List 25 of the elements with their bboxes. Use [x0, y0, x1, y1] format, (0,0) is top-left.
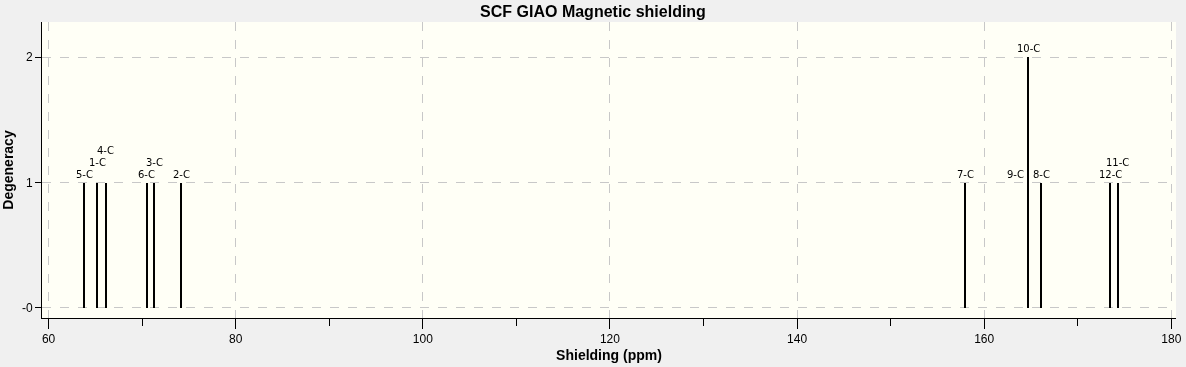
annotation: 10-C — [1017, 43, 1041, 54]
annotation: 5-C — [76, 169, 93, 180]
x-tick-label: 60 — [41, 332, 56, 347]
annotation: 12-C — [1099, 169, 1123, 180]
annotation: 2-C — [173, 169, 190, 180]
annotation: 11-C — [1106, 157, 1130, 168]
annotation: 8-C — [1033, 169, 1050, 180]
y-tick-label: 1 — [25, 175, 33, 190]
chart-title: SCF GIAO Magnetic shielding — [480, 2, 706, 20]
x-tick-label: 100 — [412, 332, 434, 347]
x-tick-label: 140 — [787, 332, 808, 347]
annotation: 3-C — [146, 157, 163, 168]
annotation: 9-C — [1007, 169, 1024, 180]
x-tick-label: 120 — [599, 332, 621, 347]
x-axis-title: Shielding (ppm) — [556, 346, 662, 363]
annotation: 1-C — [89, 157, 106, 168]
y-tick-label: -0 — [21, 301, 33, 316]
x-tick-label: 80 — [229, 332, 243, 347]
x-tick-label: 180 — [1161, 332, 1182, 347]
x-tick-label: 160 — [974, 332, 995, 347]
y-tick-label: 2 — [25, 50, 33, 65]
annotation: 4-C — [97, 145, 114, 156]
annotation: 6-C — [138, 169, 155, 180]
y-axis-title: Degeneracy — [0, 130, 16, 210]
annotation: 7-C — [957, 169, 974, 180]
